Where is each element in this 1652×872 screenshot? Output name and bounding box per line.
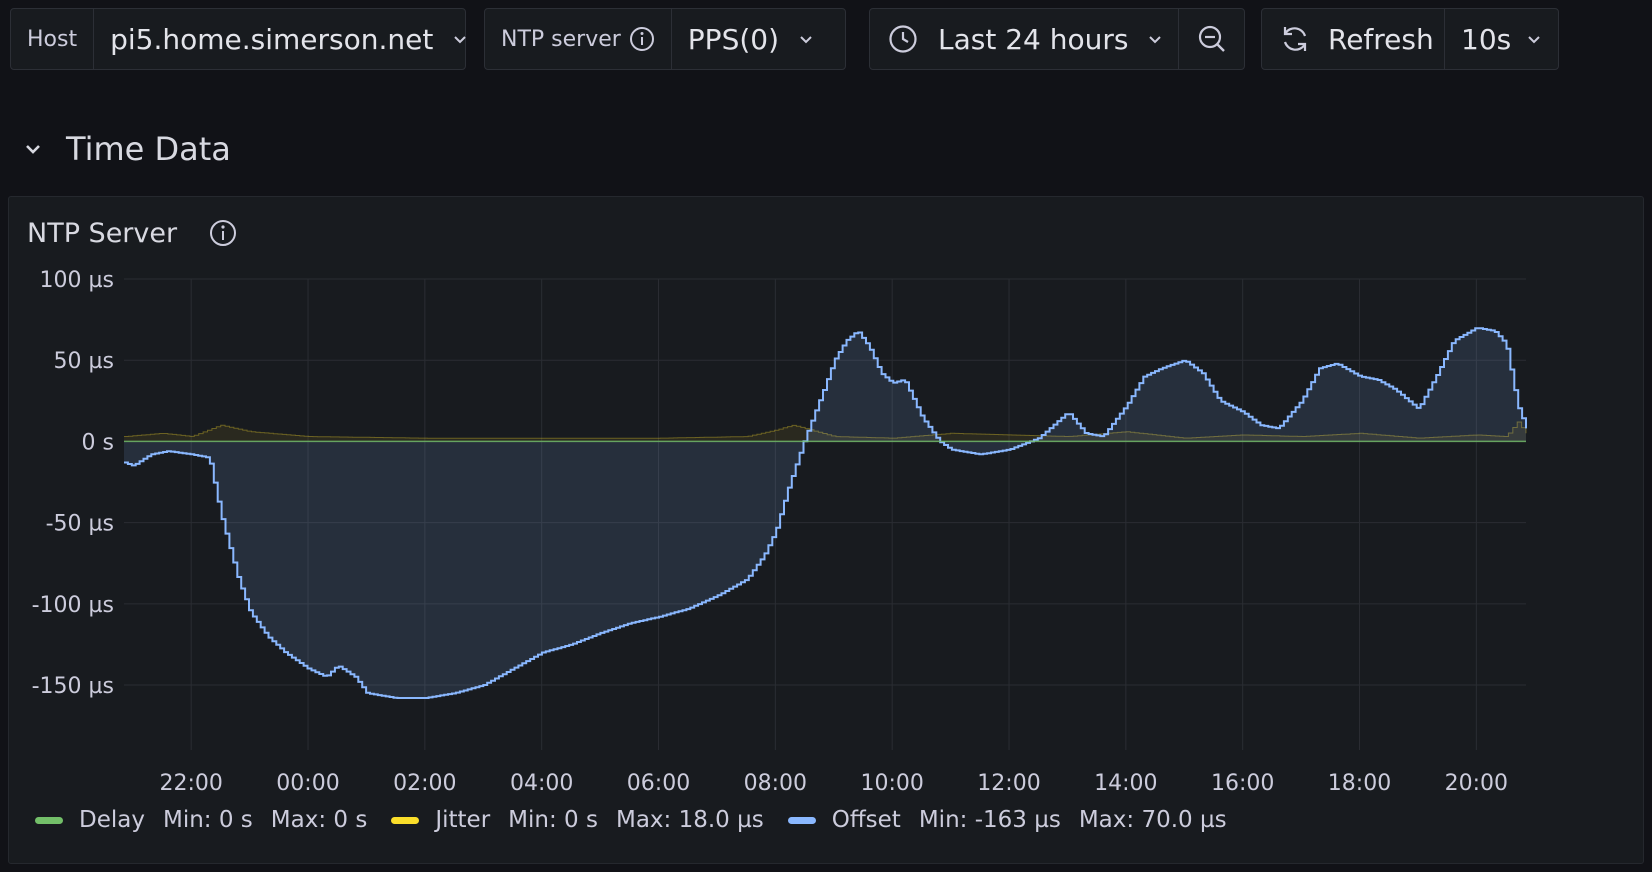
time-range-picker: Last 24 hours	[869, 8, 1245, 70]
legend-name: Delay	[79, 807, 145, 833]
chevron-down-icon	[1146, 30, 1164, 48]
x-tick-label: 10:00	[860, 771, 923, 796]
host-label: Host	[27, 26, 78, 52]
ntp-label-box: NTP server	[485, 9, 671, 69]
ntp-server-panel: 100 µs 50 µs 0 s -50 µs -100 µs -150 µs 22:00 0…	[8, 196, 1644, 864]
refresh-button[interactable]: Refresh	[1262, 9, 1444, 69]
x-tick-label: 14:00	[1094, 771, 1157, 796]
y-tick-label: -50 µs	[46, 512, 114, 537]
refresh-picker: Refresh 10s	[1261, 8, 1559, 70]
host-label-box: Host	[11, 9, 93, 69]
x-tick-label: 20:00	[1445, 771, 1508, 796]
refresh-interval-select[interactable]: 10s	[1444, 9, 1558, 69]
legend-max: Max: 0 s	[270, 807, 368, 833]
ntp-value: PPS(0)	[687, 22, 780, 56]
legend-min: Min: 0 s	[162, 807, 253, 833]
ntp-label: NTP server	[501, 26, 621, 52]
row-collapse-toggle[interactable]: Time Data	[22, 126, 231, 172]
y-tick-label: -150 µs	[32, 674, 114, 699]
timeseries-chart[interactable]: 100 µs 50 µs 0 s -50 µs -100 µs -150 µs 22:00 0…	[9, 197, 1645, 797]
host-variable: Host pi5.home.simerson.net	[10, 8, 469, 70]
legend-swatch-jitter	[391, 816, 420, 824]
x-tick-label: 22:00	[159, 771, 222, 796]
x-tick-label: 02:00	[393, 771, 456, 796]
x-tick-label: 04:00	[510, 771, 573, 796]
clock-icon	[888, 24, 918, 54]
offset-area	[124, 328, 1526, 698]
info-icon[interactable]	[629, 26, 671, 52]
legend-name: Offset	[831, 807, 901, 833]
refresh-icon	[1280, 24, 1310, 54]
chevron-down-icon	[797, 30, 815, 48]
x-tick-label: 08:00	[744, 771, 807, 796]
host-select[interactable]: pi5.home.simerson.net	[93, 9, 469, 69]
legend-item-jitter[interactable]: Jitter Min: 0 s Max: 18.0 µs	[391, 807, 781, 833]
jitter-series-line	[124, 421, 1527, 439]
legend-min: Min: -163 µs	[918, 807, 1061, 833]
x-tick-label: 18:00	[1328, 771, 1391, 796]
jitter-area	[124, 422, 1526, 442]
y-tick-label: -100 µs	[32, 593, 114, 618]
legend-max: Max: 70.0 µs	[1078, 807, 1227, 833]
time-range-button[interactable]: Last 24 hours	[870, 9, 1178, 69]
refresh-label: Refresh	[1328, 22, 1434, 56]
legend-item-offset[interactable]: Offset Min: -163 µs Max: 70.0 µs	[787, 807, 1245, 833]
legend-max: Max: 18.0 µs	[615, 807, 764, 833]
chevron-down-icon	[451, 30, 469, 48]
legend-swatch-offset	[787, 816, 816, 824]
legend-swatch-delay	[35, 816, 63, 824]
ntp-server-variable: NTP server PPS(0)	[484, 8, 846, 70]
legend-name: Jitter	[435, 807, 491, 833]
x-tick-label: 06:00	[627, 771, 690, 796]
chevron-down-icon	[22, 138, 44, 160]
zoom-out-button[interactable]	[1178, 9, 1244, 69]
x-tick-label: 16:00	[1211, 771, 1274, 796]
y-tick-label: 100 µs	[40, 268, 114, 293]
host-value: pi5.home.simerson.net	[110, 22, 434, 56]
ntp-select[interactable]: PPS(0)	[670, 9, 845, 69]
refresh-interval-value: 10s	[1461, 22, 1512, 56]
panel-header: NTP Server	[27, 213, 237, 253]
legend-item-delay[interactable]: Delay Min: 0 s Max: 0 s	[35, 807, 385, 833]
x-tick-label: 00:00	[276, 771, 339, 796]
panel-title: NTP Server	[27, 217, 178, 249]
row-title: Time Data	[66, 130, 231, 168]
zoom-out-icon	[1196, 23, 1228, 55]
chevron-down-icon	[1525, 30, 1543, 48]
x-tick-label: 12:00	[977, 771, 1040, 796]
y-tick-label: 0 s	[82, 430, 114, 455]
time-range-value: Last 24 hours	[938, 22, 1129, 56]
chart-legend: Delay Min: 0 s Max: 0 s Jitter Min: 0 s …	[35, 803, 1251, 837]
legend-min: Min: 0 s	[508, 807, 598, 833]
offset-series-line	[124, 327, 1527, 699]
y-tick-label: 50 µs	[54, 349, 114, 374]
info-icon[interactable]	[209, 219, 237, 247]
